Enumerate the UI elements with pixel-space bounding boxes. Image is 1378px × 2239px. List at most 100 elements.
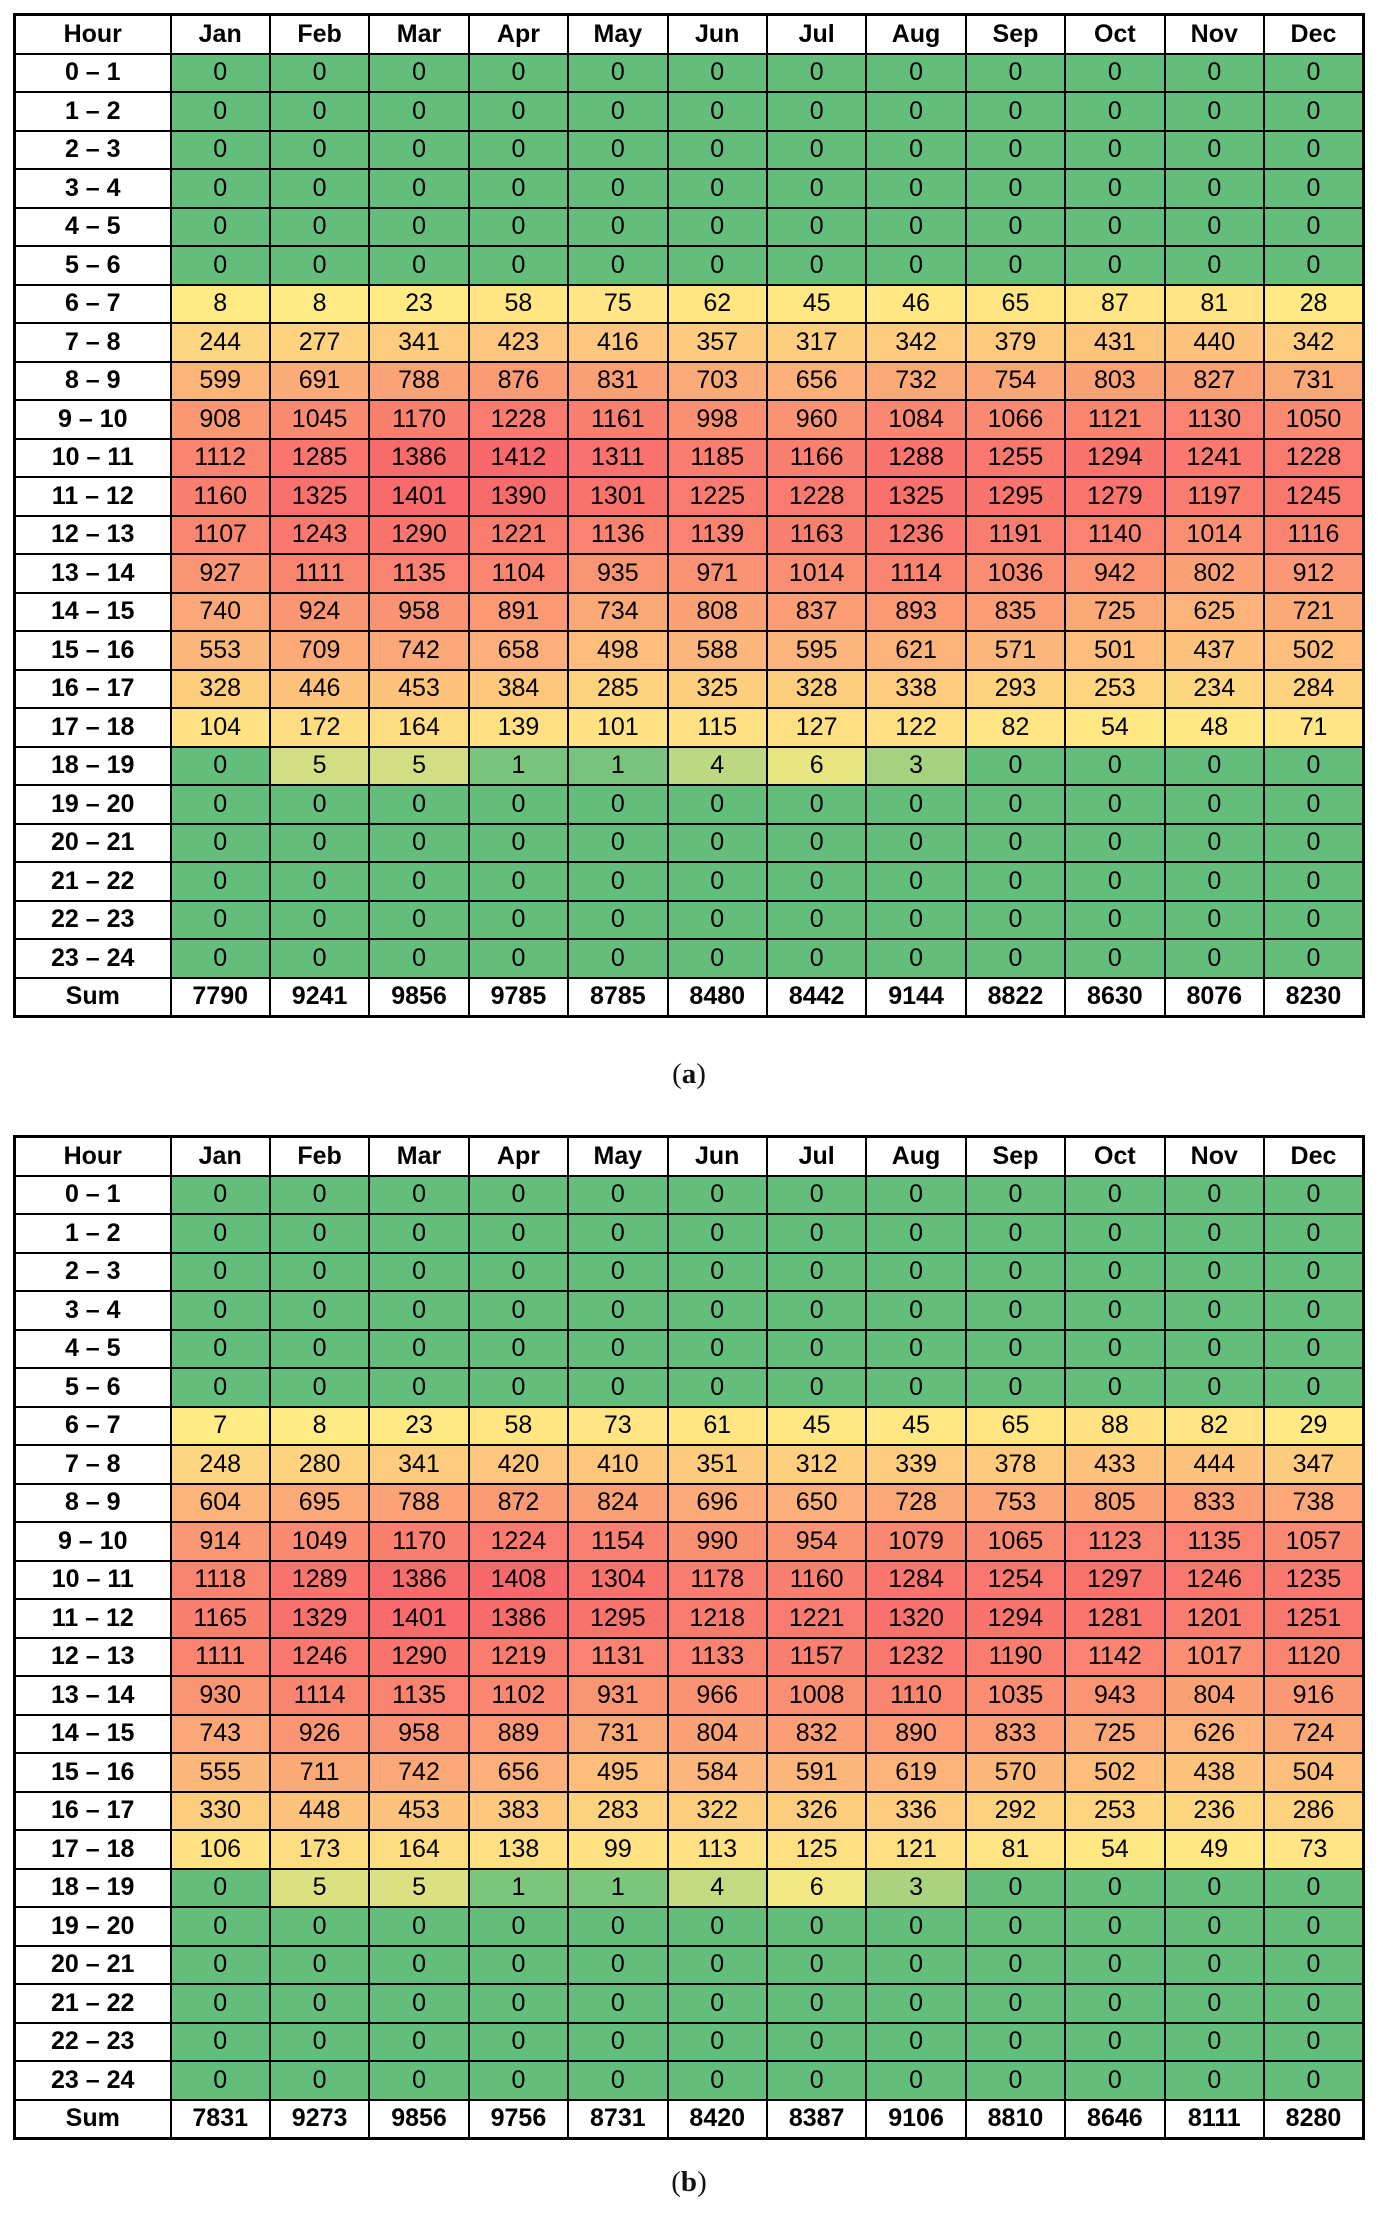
heatmap-cell: 423 xyxy=(467,322,570,363)
heatmap-cell: 1017 xyxy=(1163,1636,1265,1677)
heatmap-cell: 0 xyxy=(865,2060,967,2101)
heatmap-cell: 0 xyxy=(268,1906,371,1947)
row-header-hour: 17 – 18 xyxy=(13,1829,172,1870)
heatmap-cell: 584 xyxy=(666,1752,768,1793)
heatmap-cell: 808 xyxy=(666,591,768,632)
heatmap-cell: 0 xyxy=(1064,1944,1166,1985)
heatmap-cell: 1118 xyxy=(169,1559,271,1600)
heatmap-row: 17 – 18 104 172 164 139 101 115 127 122 82 54 48 71 xyxy=(13,707,1365,748)
heatmap-cell: 1386 xyxy=(467,1598,570,1639)
heatmap-cell: 0 xyxy=(1262,91,1365,132)
heatmap-cell: 106 xyxy=(169,1829,271,1870)
heatmap-cell: 0 xyxy=(567,1983,669,2024)
heatmap-cell: 656 xyxy=(467,1752,570,1793)
heatmap-cell: 0 xyxy=(765,1213,868,1254)
heatmap-cell: 0 xyxy=(567,168,669,209)
heatmap-cell: 0 xyxy=(169,206,271,247)
heatmap-cell: 0 xyxy=(666,168,768,209)
heatmap-cell: 0 xyxy=(567,206,669,247)
heatmap-cell: 0 xyxy=(1163,2021,1265,2062)
heatmap-cell: 1304 xyxy=(567,1559,669,1600)
heatmap-cell: 742 xyxy=(368,1752,470,1793)
heatmap-cell: 0 xyxy=(1262,206,1365,247)
header-row: Hour Jan Feb Mar Apr May Jun Jul Aug Sep Oct Nov Dec xyxy=(13,13,1365,55)
heatmap-cell: 48 xyxy=(1163,707,1265,748)
heatmap-cell: 721 xyxy=(1262,591,1365,632)
heatmap-cell: 1161 xyxy=(567,399,669,440)
heatmap-cell: 0 xyxy=(467,1328,570,1369)
heatmap-cell: 0 xyxy=(268,2060,371,2101)
heatmap-cell: 788 xyxy=(368,360,470,401)
heatmap-cell: 0 xyxy=(169,861,271,902)
heatmap-row: 12 – 13 1107 1243 1290 1221 1136 1139 1163 1236 1… xyxy=(13,514,1365,555)
heatmap-cell: 0 xyxy=(368,938,470,979)
heatmap-cell: 802 xyxy=(1163,553,1265,594)
heatmap-cell: 1281 xyxy=(1064,1598,1166,1639)
column-header-month: Nov xyxy=(1163,13,1265,55)
heatmap-cell: 890 xyxy=(865,1713,967,1754)
heatmap-cell: 4 xyxy=(666,745,768,786)
sum-cell: 9241 xyxy=(268,976,371,1018)
heatmap-cell: 0 xyxy=(865,1251,967,1292)
heatmap-cell: 0 xyxy=(765,784,868,825)
heatmap-cell: 1079 xyxy=(865,1521,967,1562)
heatmap-cell: 1140 xyxy=(1064,514,1166,555)
heatmap-cell: 236 xyxy=(1163,1790,1265,1831)
heatmap-cell: 502 xyxy=(1064,1752,1166,1793)
heatmap-cell: 322 xyxy=(666,1790,768,1831)
heatmap-cell: 138 xyxy=(467,1829,570,1870)
heatmap-cell: 0 xyxy=(467,52,570,93)
heatmap-cell: 0 xyxy=(368,2060,470,2101)
heatmap-cell: 101 xyxy=(567,707,669,748)
heatmap-cell: 1166 xyxy=(765,437,868,478)
heatmap-cell: 738 xyxy=(1262,1482,1365,1523)
column-header-month: Jul xyxy=(765,13,868,55)
heatmap-cell: 0 xyxy=(567,784,669,825)
heatmap-cell: 502 xyxy=(1262,630,1365,671)
heatmap-cell: 0 xyxy=(1163,168,1265,209)
heatmap-cell: 0 xyxy=(1262,745,1365,786)
heatmap-cell: 916 xyxy=(1262,1675,1365,1716)
heatmap-cell: 1 xyxy=(467,1867,570,1908)
heatmap-cell: 804 xyxy=(1163,1675,1265,1716)
heatmap-cell: 0 xyxy=(666,129,768,170)
heatmap-cell: 924 xyxy=(268,591,371,632)
heatmap-cell: 0 xyxy=(368,1944,470,1985)
heatmap-cell: 0 xyxy=(1163,861,1265,902)
heatmap-cell: 0 xyxy=(765,52,868,93)
heatmap-cell: 553 xyxy=(169,630,271,671)
heatmap-cell: 0 xyxy=(268,91,371,132)
heatmap-cell: 0 xyxy=(1064,1367,1166,1408)
heatmap-cell: 0 xyxy=(169,245,271,286)
heatmap-cell: 0 xyxy=(467,1906,570,1947)
heatmap-cell: 58 xyxy=(467,283,570,324)
heatmap-cell: 1066 xyxy=(964,399,1067,440)
heatmap-cell: 0 xyxy=(666,861,768,902)
column-header-month: Sep xyxy=(964,13,1067,55)
sum-cell: 9144 xyxy=(865,976,967,1018)
heatmap-cell: 0 xyxy=(1163,2060,1265,2101)
heatmap-cell: 0 xyxy=(169,1906,271,1947)
heatmap-cell: 0 xyxy=(666,2021,768,2062)
heatmap-cell: 0 xyxy=(169,52,271,93)
heatmap-cell: 73 xyxy=(567,1405,669,1446)
heatmap-cell: 0 xyxy=(1064,168,1166,209)
heatmap-cell: 0 xyxy=(368,1290,470,1331)
heatmap-row: 13 – 14 930 1114 1135 1102 931 966 1008 1110 1035… xyxy=(13,1675,1365,1716)
heatmap-cell: 1241 xyxy=(1163,437,1265,478)
heatmap-cell: 0 xyxy=(666,206,768,247)
heatmap-cell: 1107 xyxy=(169,514,271,555)
row-header-hour: 8 – 9 xyxy=(13,360,172,401)
heatmap-cell: 0 xyxy=(567,1251,669,1292)
row-header-hour: 10 – 11 xyxy=(13,1559,172,1600)
heatmap-cell: 0 xyxy=(1163,822,1265,863)
heatmap-cell: 753 xyxy=(964,1482,1067,1523)
heatmap-cell: 253 xyxy=(1064,668,1166,709)
heatmap-cell: 286 xyxy=(1262,1790,1365,1831)
heatmap-cell: 1408 xyxy=(467,1559,570,1600)
heatmap-cell: 1139 xyxy=(666,514,768,555)
heatmap-cell: 1154 xyxy=(567,1521,669,1562)
